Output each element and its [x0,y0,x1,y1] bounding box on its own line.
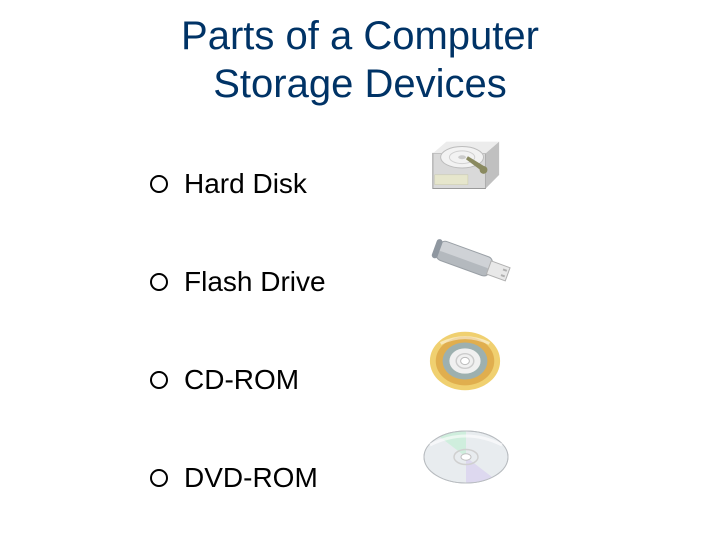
list-item-label: CD-ROM [184,364,570,396]
bullet-icon [150,175,168,193]
bullet-icon [150,371,168,389]
title-line-2: Storage Devices [0,60,720,108]
title-line-1: Parts of a Computer [0,12,720,60]
slide: Parts of a Computer Storage Devices Hard… [0,0,720,540]
flash-drive-icon [416,222,526,300]
cd-rom-icon [420,322,510,400]
bullet-icon [150,273,168,291]
bullet-icon [150,469,168,487]
dvd-rom-icon [416,418,516,496]
list-item-label: Hard Disk [184,168,570,200]
slide-title: Parts of a Computer Storage Devices [0,12,720,108]
hard-disk-icon [420,128,510,206]
